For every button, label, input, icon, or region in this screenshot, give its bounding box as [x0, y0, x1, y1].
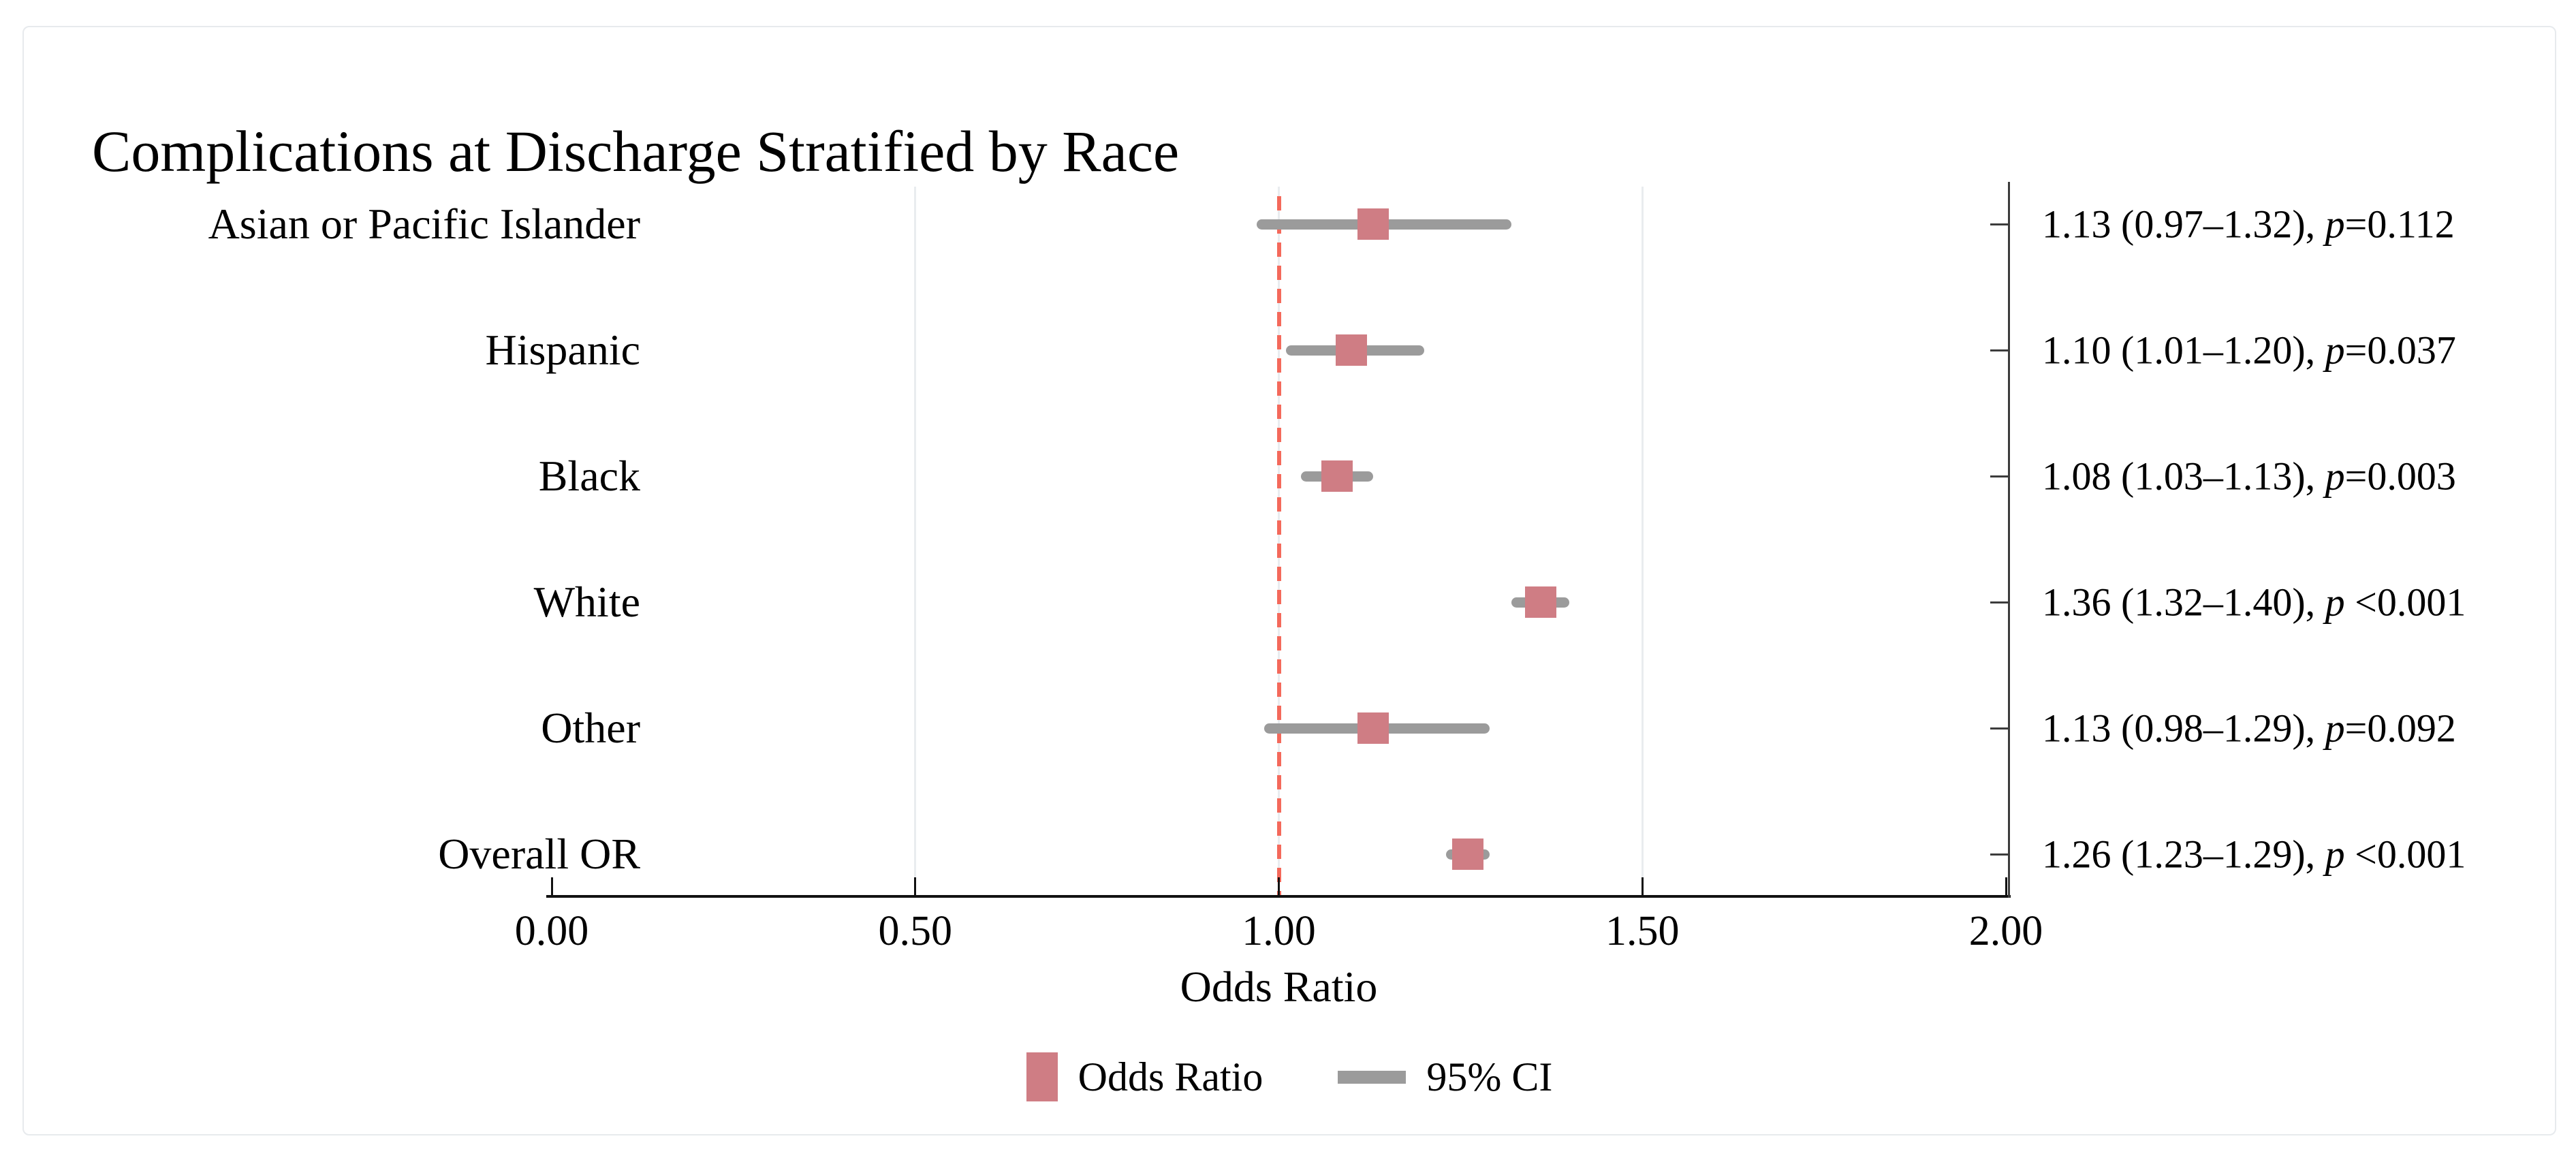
category-label: White: [533, 578, 640, 626]
chart-title: Complications at Discharge Stratified by…: [92, 119, 1180, 184]
odds-ratio-marker: [1357, 208, 1389, 240]
x-axis-tick: [550, 877, 553, 895]
odds-ratio-marker: [1336, 334, 1368, 366]
x-axis-tick-label: 1.50: [1605, 908, 1680, 954]
vertical-gridline: [914, 187, 917, 895]
chart-panel: Complications at Discharge Stratified by…: [22, 26, 2556, 1135]
x-axis-tick: [1278, 877, 1280, 895]
x-axis-tick-label: 0.50: [878, 908, 953, 954]
reference-line-or-1: [1276, 196, 1281, 895]
vertical-gridline: [1641, 187, 1644, 895]
x-axis-tick-label: 2.00: [1968, 908, 2043, 954]
x-axis-tick: [2005, 877, 2007, 895]
estimate-annotation: 1.36 (1.32–1.40), p <0.001: [2042, 580, 2466, 625]
category-label: Hispanic: [485, 326, 641, 374]
category-label: Asian or Pacific Islander: [208, 200, 640, 248]
legend-item-95ci: 95% CI: [1338, 1054, 1552, 1101]
category-label: Other: [541, 704, 640, 752]
right-axis-row-tick: [1990, 727, 2008, 730]
odds-ratio-marker: [1357, 712, 1389, 744]
x-axis-tick-label: 0.00: [514, 908, 589, 954]
estimate-annotation: 1.13 (0.97–1.32), p=0.112: [2042, 202, 2455, 247]
right-axis-row-tick: [1990, 349, 2008, 351]
x-axis-tick-label: 1.00: [1242, 908, 1316, 954]
chart-legend: Odds Ratio 95% CI: [24, 1052, 2555, 1101]
x-axis-title: Odds Ratio: [1180, 962, 1378, 1011]
ci-line-swatch-icon: [1338, 1070, 1407, 1084]
x-axis-tick: [914, 877, 917, 895]
right-axis-row-tick: [1990, 853, 2008, 856]
legend-label-95ci: 95% CI: [1426, 1054, 1553, 1099]
category-label: Black: [538, 452, 640, 500]
right-axis-line: [2008, 182, 2010, 898]
odds-ratio-marker: [1524, 586, 1556, 618]
right-axis-row-tick: [1990, 475, 2008, 477]
x-axis-tick: [1641, 877, 1644, 895]
right-axis-row-tick: [1990, 601, 2008, 603]
estimate-annotation: 1.26 (1.23–1.29), p <0.001: [2042, 832, 2466, 877]
estimate-annotation: 1.10 (1.01–1.20), p=0.037: [2042, 328, 2456, 373]
estimate-annotation: 1.13 (0.98–1.29), p=0.092: [2042, 706, 2456, 751]
odds-ratio-marker: [1452, 838, 1484, 870]
legend-label-odds-ratio: Odds Ratio: [1078, 1054, 1263, 1099]
estimate-annotation: 1.08 (1.03–1.13), p=0.003: [2042, 454, 2456, 499]
odds-ratio-swatch-icon: [1026, 1052, 1058, 1101]
x-axis-line: [546, 895, 2011, 898]
odds-ratio-marker: [1321, 460, 1353, 492]
forest-plot-area: Asian or Pacific Islander 1.13 (0.97–1.32…: [24, 27, 2555, 1134]
legend-item-odds-ratio: Odds Ratio: [1026, 1052, 1263, 1101]
right-axis-row-tick: [1990, 223, 2008, 225]
category-label: Overall OR: [438, 830, 640, 878]
